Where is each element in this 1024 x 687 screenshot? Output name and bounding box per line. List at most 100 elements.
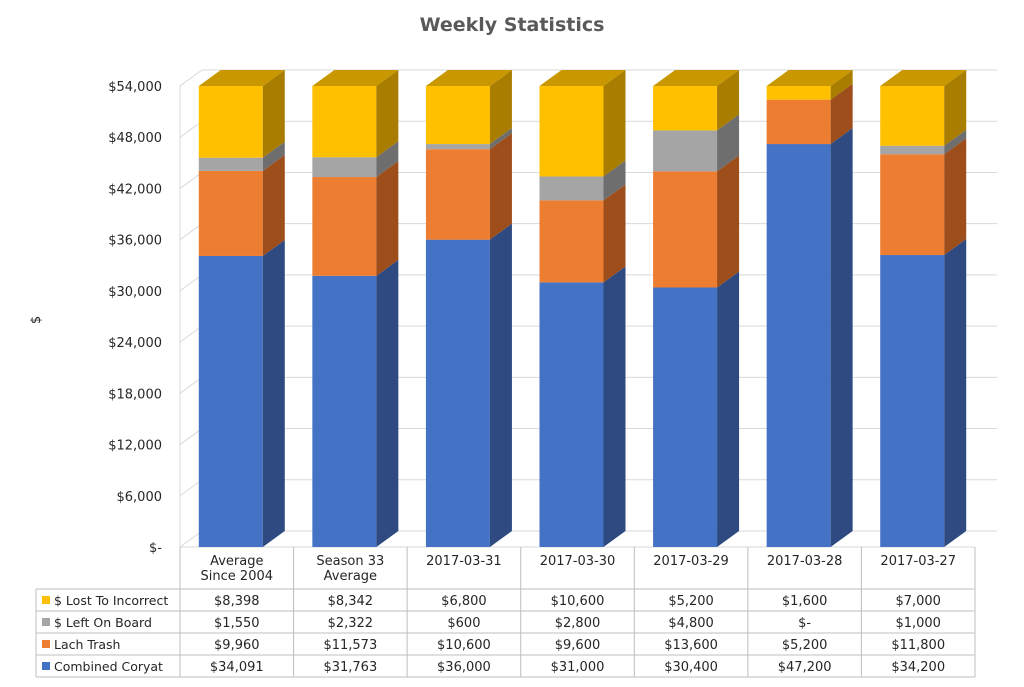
bar-front [766, 86, 831, 100]
bar-front [312, 177, 377, 276]
bar-front [312, 86, 377, 158]
chart-title: Weekly Statistics [420, 14, 605, 36]
category-label: Average [324, 569, 377, 584]
y-tick-label: $54,000 [108, 80, 162, 95]
bars [198, 70, 967, 548]
y-tick-label: $- [149, 541, 162, 556]
bar-segment [880, 239, 967, 548]
bar-front [880, 145, 945, 155]
bar-segment [653, 70, 740, 131]
data-label: $7,000 [895, 594, 941, 609]
data-label: $10,600 [437, 638, 491, 653]
bar-top [425, 70, 512, 86]
bar-front [653, 287, 718, 547]
bar-side [376, 259, 399, 547]
bar-side [489, 223, 512, 547]
bar-segment [312, 70, 399, 158]
data-label: $36,000 [437, 660, 491, 675]
bar-side [717, 155, 740, 288]
bar-segment [880, 138, 967, 256]
data-label: $34,091 [210, 660, 264, 675]
y-tick-label: $18,000 [108, 387, 162, 402]
y-tick-label: $12,000 [108, 439, 162, 454]
bar-side [262, 141, 285, 171]
data-label: $11,800 [891, 638, 945, 653]
bar-segment [539, 184, 626, 283]
bar-side [489, 128, 512, 150]
legend-key [42, 640, 50, 648]
bar-top [653, 70, 740, 86]
bar-top [312, 70, 399, 86]
bar-front [539, 86, 604, 177]
bar-side [830, 70, 853, 100]
legend-label: Combined Coryat [54, 659, 163, 674]
bar-side [717, 271, 740, 547]
bar-front [425, 86, 490, 145]
bar-front [312, 275, 377, 547]
y-tick-label: $36,000 [108, 234, 162, 249]
bar-front [653, 130, 718, 172]
data-label: $5,200 [668, 594, 714, 609]
legend-key [42, 662, 50, 670]
gridline-side [179, 530, 203, 548]
bar-segment [766, 128, 853, 547]
data-label: $- [798, 616, 811, 631]
bar-side [944, 138, 967, 256]
bar-side [489, 133, 512, 240]
legend-key [42, 618, 50, 626]
legend-label: $ Lost To Incorrect [54, 593, 168, 608]
bar-segment [312, 161, 399, 276]
bar-side [944, 239, 967, 548]
category-label: Season 33 [316, 554, 384, 569]
y-tick-label: $24,000 [108, 336, 162, 351]
y-axis-ticks: $- $6,000 $12,000 $18,000 $24,000 $30,000 $36,… [108, 80, 162, 556]
gridline-side [179, 69, 203, 87]
bar-front [539, 176, 604, 201]
bar-front [653, 86, 718, 131]
bar-front [312, 157, 377, 178]
data-label: $47,200 [778, 660, 832, 675]
bar-side [603, 266, 626, 547]
bar-segment [312, 141, 399, 178]
data-label: $1,550 [214, 616, 260, 631]
bar-side [603, 70, 626, 177]
data-label: $2,322 [328, 616, 374, 631]
y-tick-label: $42,000 [108, 182, 162, 197]
bar-side [376, 70, 399, 158]
bar-segment [425, 128, 512, 150]
bar-front [539, 200, 604, 283]
bar-top [880, 70, 967, 86]
gridline-side [179, 223, 203, 241]
gridline-side [179, 479, 203, 497]
bar-segment [198, 141, 285, 171]
category-label: Average [210, 554, 263, 569]
bar-front [880, 255, 945, 548]
bar-side [376, 141, 399, 178]
bar-side [262, 239, 285, 547]
category-label: 2017-03-30 [540, 554, 616, 569]
y-axis-label: $ [29, 316, 44, 324]
gridline-side [179, 376, 203, 394]
bar-front [766, 144, 831, 547]
y-tick-label: $48,000 [108, 131, 162, 146]
bar-segment [653, 155, 740, 288]
bar-front [198, 255, 263, 547]
bar-side [944, 70, 967, 146]
bar-segment [198, 70, 285, 158]
y-tick-label: $30,000 [108, 285, 162, 300]
y-tick-label: $6,000 [117, 490, 163, 505]
category-label: 2017-03-31 [426, 554, 502, 569]
bar-front [766, 99, 831, 145]
data-label: $6,800 [441, 594, 487, 609]
gridline-side [179, 120, 203, 138]
bar-side [830, 83, 853, 145]
bar-side [830, 128, 853, 547]
bar-front [425, 239, 490, 547]
bar-segment [425, 223, 512, 547]
bar-side [262, 154, 285, 256]
bar-top [766, 70, 853, 86]
gridline-side [179, 274, 203, 292]
bar-side [603, 160, 626, 201]
bar-side [603, 184, 626, 283]
